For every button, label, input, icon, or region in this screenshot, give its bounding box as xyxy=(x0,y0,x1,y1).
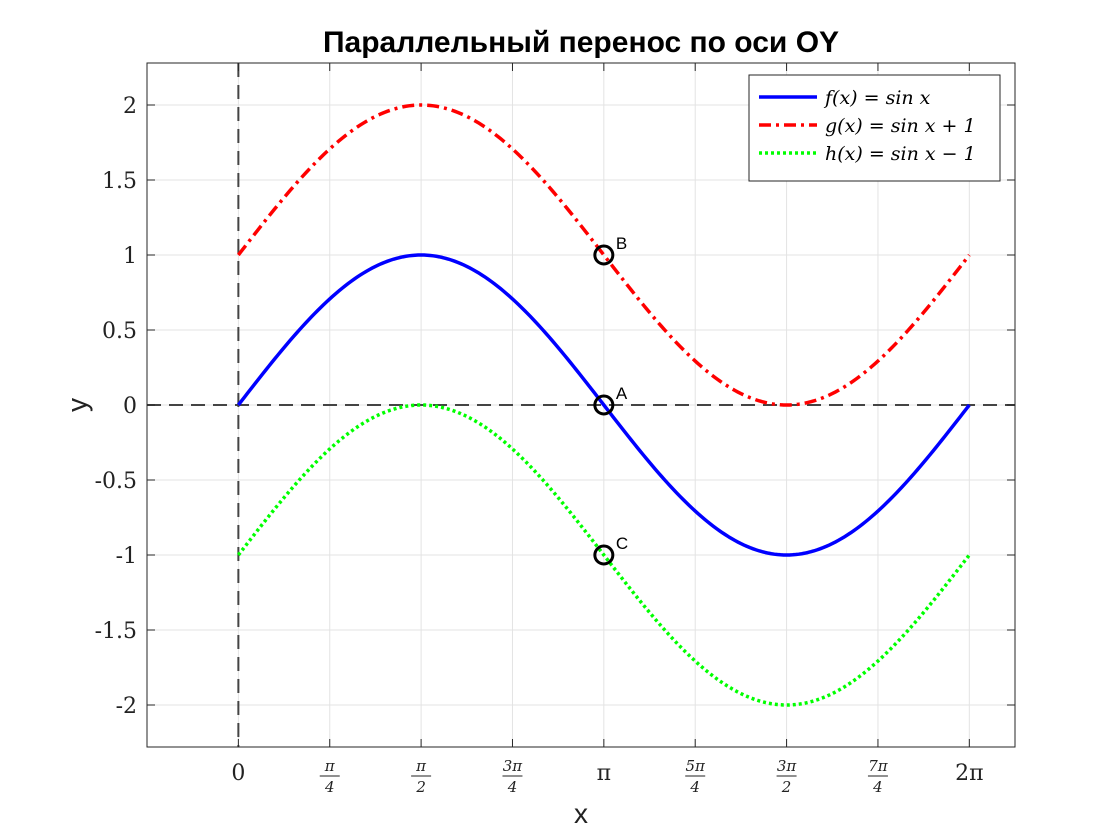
legend-entry-3: h(x) = sin x − 1 xyxy=(825,143,976,165)
series-line-1 xyxy=(236,253,971,557)
x-tick-numerator: π xyxy=(324,757,336,775)
x-tick-denominator: 4 xyxy=(324,778,335,796)
legend-box xyxy=(748,74,1001,182)
tick-marks xyxy=(147,63,1015,747)
reference-lines xyxy=(147,63,1015,747)
x-tick-label: 7π4 xyxy=(867,757,889,796)
y-tick-label: 1.5 xyxy=(102,169,137,194)
legend-entry-2: g(x) = sin x + 1 xyxy=(825,115,976,137)
chart-title: Параллельный перенос по оси OY xyxy=(323,26,839,59)
legend: f(x) = sin x g(x) = sin x + 1 h(x) = sin x… xyxy=(748,74,1001,182)
series-lines xyxy=(236,103,971,707)
point-marker-a xyxy=(593,394,615,416)
point-label-c: C xyxy=(616,534,628,553)
x-tick-numerator: 3π xyxy=(503,757,524,775)
point-marker-c xyxy=(593,544,615,566)
x-tick-label: π2 xyxy=(411,757,432,796)
x-axis-label: x xyxy=(574,798,588,829)
x-tick-label: π4 xyxy=(319,757,340,796)
x-tick-label: 0 xyxy=(231,761,245,786)
x-tick-label: 3π2 xyxy=(776,757,798,796)
x-tick-denominator: 2 xyxy=(415,778,426,796)
x-tick-label: 3π4 xyxy=(502,757,523,796)
y-tick-label: -2 xyxy=(116,694,137,719)
marked-points: A B C xyxy=(593,234,628,566)
x-tick-numerator: 7π xyxy=(868,757,889,775)
y-tick-label: 0.5 xyxy=(102,319,137,344)
series-line-3 xyxy=(236,403,971,707)
x-tick-numerator: π xyxy=(415,757,427,775)
legend-entry-1: f(x) = sin x xyxy=(823,87,931,109)
y-axis-label: y xyxy=(61,398,92,412)
x-tick-label: π xyxy=(597,761,611,786)
x-tick-denominator: 4 xyxy=(689,778,700,796)
x-tick-denominator: 4 xyxy=(507,778,518,796)
y-tick-label: -1.5 xyxy=(95,619,137,644)
x-tick-numerator: 3π xyxy=(777,757,798,775)
point-label-a: A xyxy=(616,384,628,403)
y-tick-labels: 2 1.5 1 0.5 0 -0.5 -1 -1.5 -2 xyxy=(95,94,137,719)
y-tick-label: 0 xyxy=(123,394,137,419)
y-tick-label: 1 xyxy=(123,244,137,269)
y-tick-label: 2 xyxy=(123,94,137,119)
x-tick-denominator: 4 xyxy=(872,778,883,796)
y-tick-label: -0.5 xyxy=(95,469,137,494)
point-label-b: B xyxy=(616,234,627,253)
x-tick-label: 5π4 xyxy=(685,757,706,796)
series-line-2 xyxy=(236,103,971,407)
y-tick-label: -1 xyxy=(116,544,137,569)
point-marker-b xyxy=(593,244,615,266)
x-tick-label: 2π xyxy=(955,761,983,786)
x-tick-denominator: 2 xyxy=(781,778,792,796)
x-tick-numerator: 5π xyxy=(686,757,707,775)
